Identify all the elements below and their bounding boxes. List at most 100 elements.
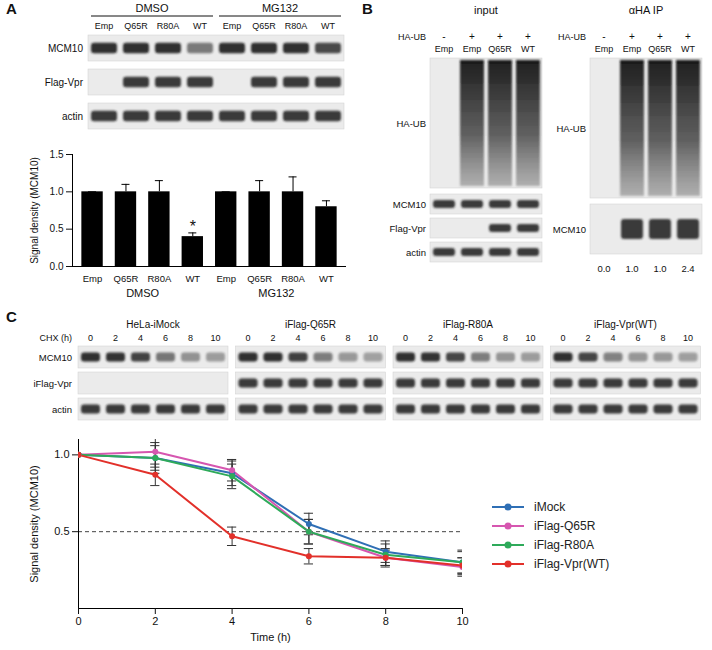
svg-text:10: 10 <box>525 333 535 343</box>
svg-text:αHA IP: αHA IP <box>629 4 663 16</box>
svg-text:0.5: 0.5 <box>50 223 64 234</box>
svg-text:1.0: 1.0 <box>54 448 69 460</box>
svg-text:WT: WT <box>319 273 334 284</box>
svg-text:WT: WT <box>193 21 207 31</box>
svg-text:Q65R: Q65R <box>252 21 276 31</box>
svg-text:+: + <box>685 31 691 42</box>
svg-text:1.0: 1.0 <box>625 263 638 274</box>
svg-text:R80A: R80A <box>285 21 308 31</box>
svg-text:6: 6 <box>478 333 483 343</box>
svg-text:10: 10 <box>210 333 220 343</box>
svg-text:Q65R: Q65R <box>124 21 148 31</box>
svg-text:CHX (h): CHX (h) <box>39 333 72 343</box>
svg-text:6: 6 <box>320 333 325 343</box>
svg-text:HA-UB: HA-UB <box>558 32 586 42</box>
svg-text:8: 8 <box>503 333 508 343</box>
svg-text:MG132: MG132 <box>258 287 294 299</box>
svg-text:0: 0 <box>245 333 250 343</box>
svg-text:WT: WT <box>681 44 695 54</box>
svg-text:Emp: Emp <box>95 21 114 31</box>
svg-text:Q65R: Q65R <box>648 44 672 54</box>
svg-text:-: - <box>602 31 605 42</box>
svg-text:Q65R: Q65R <box>114 273 139 284</box>
svg-text:A: A <box>6 0 17 17</box>
svg-text:iFlag-Vpr: iFlag-Vpr <box>33 378 72 389</box>
svg-text:Emp: Emp <box>83 273 103 284</box>
svg-text:1.0: 1.0 <box>50 186 64 197</box>
svg-text:WT: WT <box>321 21 335 31</box>
svg-text:C: C <box>6 308 17 325</box>
svg-text:WT: WT <box>185 273 200 284</box>
svg-text:MG132: MG132 <box>262 2 298 14</box>
svg-text:4: 4 <box>453 333 458 343</box>
svg-text:8: 8 <box>383 615 389 627</box>
svg-text:MCM10: MCM10 <box>553 224 586 235</box>
svg-text:Signal density (MCM10): Signal density (MCM10) <box>29 157 40 264</box>
svg-text:+: + <box>497 31 503 42</box>
svg-text:0: 0 <box>75 615 81 627</box>
svg-text:6: 6 <box>635 333 640 343</box>
svg-text:10: 10 <box>368 333 378 343</box>
svg-text:Flag-Vpr: Flag-Vpr <box>45 77 84 88</box>
svg-text:2: 2 <box>585 333 590 343</box>
svg-text:R80A: R80A <box>147 273 171 284</box>
svg-text:8: 8 <box>188 333 193 343</box>
svg-text:2: 2 <box>270 333 275 343</box>
svg-text:actin: actin <box>62 111 83 122</box>
svg-text:0.5: 0.5 <box>54 525 69 537</box>
svg-text:1.0: 1.0 <box>653 263 666 274</box>
svg-text:10: 10 <box>683 333 693 343</box>
svg-text:2: 2 <box>152 615 158 627</box>
svg-text:Emp: Emp <box>223 21 242 31</box>
svg-text:MCM10: MCM10 <box>393 199 426 210</box>
svg-text:WT: WT <box>521 44 535 54</box>
svg-text:Emp: Emp <box>463 44 482 54</box>
svg-text:2: 2 <box>428 333 433 343</box>
svg-text:HA-UB: HA-UB <box>398 32 426 42</box>
svg-text:Emp: Emp <box>595 44 614 54</box>
svg-text:+: + <box>469 31 475 42</box>
svg-text:Time (h): Time (h) <box>250 631 291 643</box>
svg-text:4: 4 <box>295 333 300 343</box>
svg-text:iFlag-R80A: iFlag-R80A <box>443 319 493 330</box>
svg-text:R80A: R80A <box>157 21 180 31</box>
svg-text:HA-UB: HA-UB <box>556 123 586 134</box>
svg-text:Q65R: Q65R <box>488 44 512 54</box>
svg-text:-: - <box>442 31 445 42</box>
svg-text:0.0: 0.0 <box>597 263 610 274</box>
svg-text:6: 6 <box>306 615 312 627</box>
svg-text:MCM10: MCM10 <box>39 352 72 363</box>
svg-text:actin: actin <box>406 247 426 258</box>
svg-text:Emp: Emp <box>623 44 642 54</box>
svg-text:4: 4 <box>229 615 235 627</box>
svg-text:*: * <box>190 218 196 235</box>
svg-text:4: 4 <box>138 333 143 343</box>
svg-text:HeLa-iMock: HeLa-iMock <box>126 319 180 330</box>
svg-text:0: 0 <box>88 333 93 343</box>
svg-text:2.4: 2.4 <box>681 263 694 274</box>
svg-text:B: B <box>362 0 373 17</box>
svg-text:+: + <box>657 31 663 42</box>
svg-text:HA-UB: HA-UB <box>396 118 426 129</box>
svg-text:1.5: 1.5 <box>50 149 64 160</box>
svg-text:10: 10 <box>456 615 468 627</box>
svg-text:8: 8 <box>345 333 350 343</box>
svg-text:+: + <box>525 31 531 42</box>
svg-text:iFlag-Vpr(WT): iFlag-Vpr(WT) <box>594 319 657 330</box>
svg-text:0.0: 0.0 <box>50 261 64 272</box>
svg-text:4: 4 <box>610 333 615 343</box>
svg-text:0: 0 <box>560 333 565 343</box>
svg-text:Emp: Emp <box>216 273 236 284</box>
svg-text:+: + <box>629 31 635 42</box>
svg-text:0: 0 <box>403 333 408 343</box>
svg-text:2: 2 <box>113 333 118 343</box>
svg-text:Emp: Emp <box>435 44 454 54</box>
svg-text:MCM10: MCM10 <box>48 43 83 54</box>
svg-text:Signal density (MCM10): Signal density (MCM10) <box>28 465 40 582</box>
svg-text:DMSO: DMSO <box>136 2 169 14</box>
svg-text:R80A: R80A <box>281 273 305 284</box>
svg-text:Flag-Vpr: Flag-Vpr <box>390 223 426 234</box>
svg-text:8: 8 <box>660 333 665 343</box>
svg-text:actin: actin <box>52 404 72 415</box>
svg-text:DMSO: DMSO <box>126 287 159 299</box>
